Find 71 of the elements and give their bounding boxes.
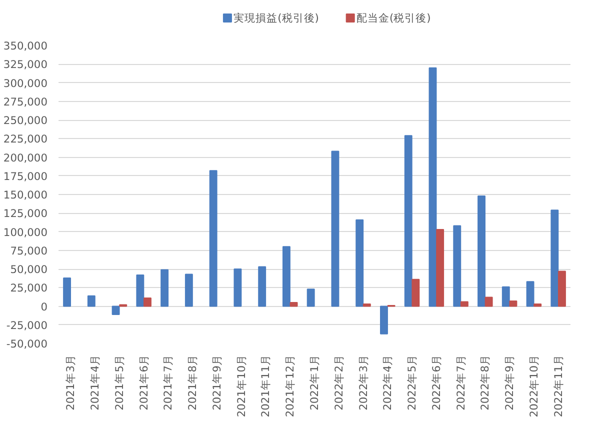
y-tick-label: 225,000 — [3, 132, 48, 146]
bar — [404, 135, 412, 307]
y-tick-label: 175,000 — [3, 170, 48, 183]
y-tick-label: 0 — [40, 300, 48, 314]
x-tick-label: 2022年4月 — [381, 354, 394, 410]
x-tick-label: 2021年7月 — [162, 354, 175, 410]
bar — [160, 269, 169, 307]
bar — [502, 286, 510, 307]
bar — [478, 195, 486, 307]
y-tick-label: -50,000 — [6, 338, 48, 350]
bar — [436, 229, 444, 307]
bar — [453, 225, 462, 307]
bar — [550, 210, 559, 307]
bar — [558, 270, 566, 307]
x-tick-label: 2022年11月 — [552, 354, 565, 418]
bar — [234, 268, 242, 307]
x-tick-label: 2021年11月 — [259, 354, 272, 418]
bar — [331, 150, 340, 307]
bar — [209, 170, 218, 307]
bar — [484, 296, 493, 307]
legend-label: 実現損益(税引後) — [234, 12, 319, 24]
bar — [112, 306, 120, 315]
y-tick-label: 350,000 — [3, 40, 48, 52]
y-tick-label: 200,000 — [3, 151, 48, 164]
bar — [144, 298, 152, 307]
x-tick-label: 2022年1月 — [308, 354, 321, 410]
x-tick-label: 2022年10月 — [527, 354, 540, 418]
bar — [534, 304, 542, 307]
x-tick-label: 2021年10月 — [234, 354, 248, 418]
bar — [290, 302, 298, 307]
bar — [87, 295, 96, 307]
bar — [184, 274, 193, 307]
legend-label: 配当金(税引後) — [356, 12, 431, 24]
bar — [428, 67, 437, 307]
y-tick-label: 125,000 — [3, 207, 48, 220]
x-tick-label: 2022年3月 — [356, 354, 370, 410]
y-tick-label: -25,000 — [6, 318, 48, 332]
y-tick-label: 75,000 — [10, 244, 48, 258]
bar — [362, 304, 371, 307]
x-tick-label: 2021年5月 — [112, 354, 126, 410]
x-tick-label: 2021年9月 — [210, 354, 224, 410]
x-tick-label: 2022年5月 — [406, 354, 419, 410]
bar — [136, 274, 144, 307]
y-tick-label: 275,000 — [3, 95, 48, 108]
bar — [356, 219, 364, 307]
x-tick-label: 2022年6月 — [430, 354, 443, 410]
bar — [258, 266, 266, 307]
x-tick-label: 2021年3月 — [64, 354, 78, 410]
y-tick-label: 150,000 — [3, 188, 48, 202]
bar — [63, 277, 72, 307]
x-tick-label: 2022年8月 — [478, 354, 492, 410]
y-tick-label: 25,000 — [10, 282, 48, 295]
x-tick-label: 2021年8月 — [186, 354, 200, 410]
x-tick-label: 2021年6月 — [137, 354, 150, 410]
x-tick-label: 2022年7月 — [454, 354, 468, 410]
bar — [526, 281, 534, 307]
bar — [306, 288, 315, 307]
bar — [380, 306, 388, 334]
bar — [412, 278, 420, 307]
bar — [460, 301, 468, 307]
bar — [282, 246, 290, 307]
y-tick-label: 250,000 — [3, 114, 48, 127]
y-tick-label: 50,000 — [10, 263, 48, 276]
y-tick-label: 325,000 — [3, 58, 48, 72]
x-tick-label: 2021年12月 — [284, 354, 297, 418]
x-tick-label: 2022年2月 — [332, 354, 346, 410]
y-tick-label: 100,000 — [3, 226, 48, 239]
bar — [509, 300, 518, 307]
x-tick-label: 2021年4月 — [88, 354, 102, 410]
y-tick-label: 300,000 — [3, 76, 48, 90]
x-tick-label: 2022年9月 — [503, 354, 516, 410]
